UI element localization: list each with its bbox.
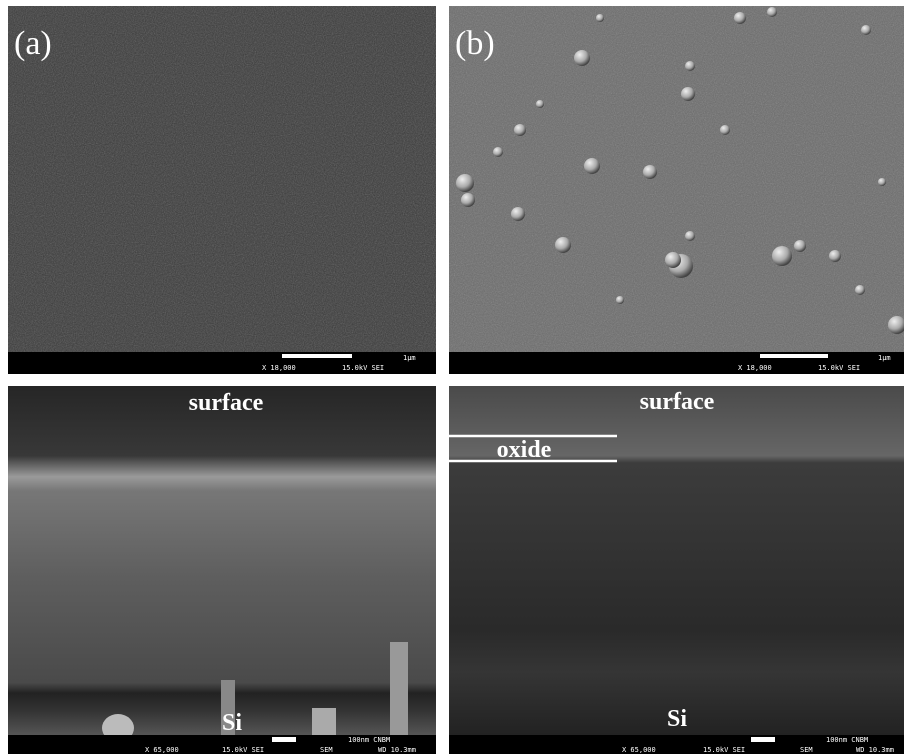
panel-b: (b) 1μm X 18,000 15.0kV SEI (449, 6, 904, 374)
si-label: Si (222, 710, 242, 736)
si-label: Si (667, 706, 687, 732)
scale-bar (272, 737, 296, 742)
panel-a: (a) 1μm X 18,000 15.0kV SEI (8, 6, 436, 374)
scale-bar (282, 354, 352, 358)
voltage: 15.0kV SEI (222, 746, 264, 754)
scale-bar (751, 737, 775, 742)
panel-label: (a) (14, 25, 52, 62)
scale-label: 1μm (403, 354, 416, 362)
figure: (a) 1μm X 18,000 15.0kV SEI (b) 1μm X 18… (0, 0, 904, 754)
magnification: X 65,000 (145, 746, 179, 754)
voltage: 15.0kV SEI (703, 746, 745, 754)
magnification: X 18,000 (262, 364, 296, 372)
voltage: 15.0kV SEI (818, 364, 860, 372)
surface-label: surface (640, 389, 715, 415)
scale-bar (760, 354, 828, 358)
voltage: 15.0kV SEI (342, 364, 384, 372)
detector: SEM (800, 746, 813, 754)
panel-d: surface oxide Si 100nm CNBM X 65,000 15.… (449, 386, 904, 754)
panel-c: surface Si 100nm CNBM X 65,000 15.0kV SE… (8, 386, 436, 754)
scale-label: 100nm CNBM (348, 736, 390, 744)
detector: SEM (320, 746, 333, 754)
panel-label: (b) (455, 25, 495, 62)
oxide-label: oxide (497, 437, 552, 463)
magnification: X 18,000 (738, 364, 772, 372)
magnification: X 65,000 (622, 746, 656, 754)
working-distance: WD 10.3mm (378, 746, 416, 754)
scale-label: 1μm (878, 354, 891, 362)
surface-label: surface (189, 390, 264, 416)
scale-label: 100nm CNBM (826, 736, 868, 744)
working-distance: WD 10.3mm (856, 746, 894, 754)
